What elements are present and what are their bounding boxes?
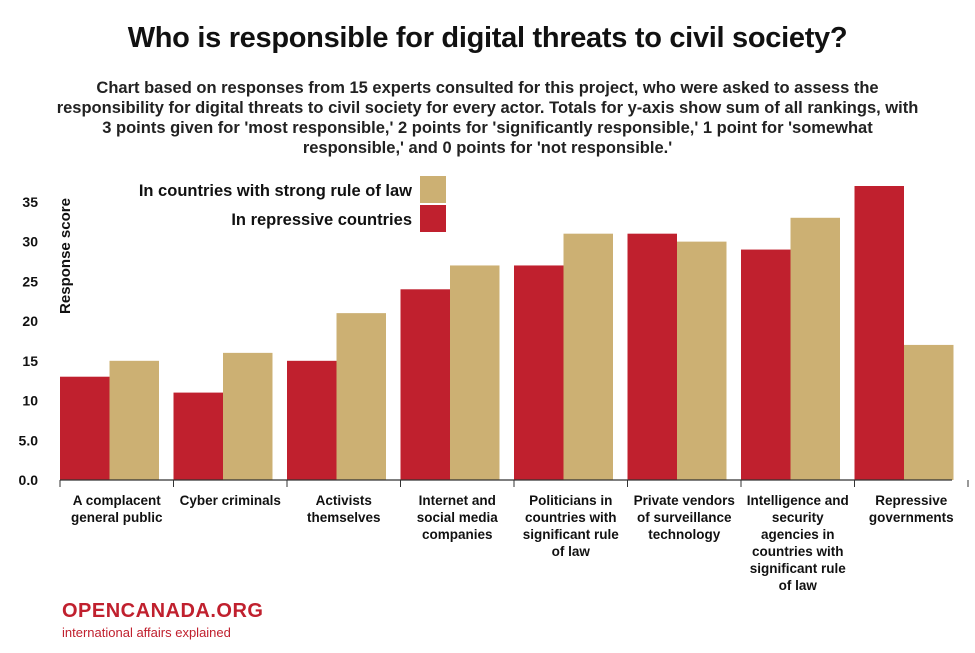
- legend-swatch-strong-rule: [420, 176, 446, 203]
- logo: OPENCANADA.ORG: [62, 600, 264, 622]
- bar-repressive-1: [173, 392, 223, 480]
- x-category-label: Cyber criminals: [179, 493, 281, 508]
- x-category-label: Internet and social media companies: [416, 493, 498, 542]
- chart-subtitle: Chart based on responses from 15 experts…: [56, 79, 919, 157]
- bar-strong-rule-1: [223, 352, 273, 480]
- legend-label-strong-rule: In countries with strong rule of law: [139, 182, 412, 200]
- y-tick-label: 20: [22, 313, 38, 329]
- y-tick-label: 5.0: [19, 432, 39, 448]
- bar-repressive-0: [60, 376, 110, 480]
- chart-title: Who is responsible for digital threats t…: [127, 22, 848, 54]
- x-category-label: A complacent general public: [70, 493, 163, 525]
- bar-repressive-4: [514, 265, 564, 480]
- bar-strong-rule-5: [677, 241, 727, 480]
- bar-strong-rule-6: [790, 217, 840, 480]
- x-category-label: Repressive governments: [868, 493, 954, 525]
- bar-repressive-6: [741, 249, 791, 480]
- x-category-label: Politicians in countries with significan…: [522, 493, 619, 559]
- y-tick-label: 0.0: [19, 472, 39, 488]
- legend-label-repressive: In repressive countries: [231, 211, 412, 229]
- bar-strong-rule-4: [563, 233, 613, 480]
- y-tick-label: 10: [22, 393, 38, 409]
- y-tick-label: 35: [22, 194, 38, 210]
- logo-tagline: international affairs explained: [62, 625, 231, 640]
- y-tick-label: 15: [22, 353, 38, 369]
- bar-strong-rule-3: [450, 265, 500, 480]
- bar-repressive-5: [627, 233, 677, 480]
- y-axis-label: Response score: [57, 198, 74, 314]
- x-category-label: Activists themselves: [306, 493, 381, 525]
- bar-repressive-3: [400, 289, 450, 480]
- x-category-label: Intelligence and security agencies in co…: [746, 493, 849, 593]
- bar-strong-rule-2: [336, 313, 386, 480]
- bar-repressive-2: [287, 360, 337, 480]
- y-tick-label: 25: [22, 273, 38, 289]
- legend-swatch-repressive: [420, 205, 446, 232]
- bar-strong-rule-7: [904, 344, 954, 480]
- y-tick-label: 30: [22, 234, 38, 250]
- bar-strong-rule-0: [109, 360, 159, 480]
- bar-repressive-7: [854, 186, 904, 480]
- x-category-label: Private vendors of surveillance technolo…: [633, 493, 735, 542]
